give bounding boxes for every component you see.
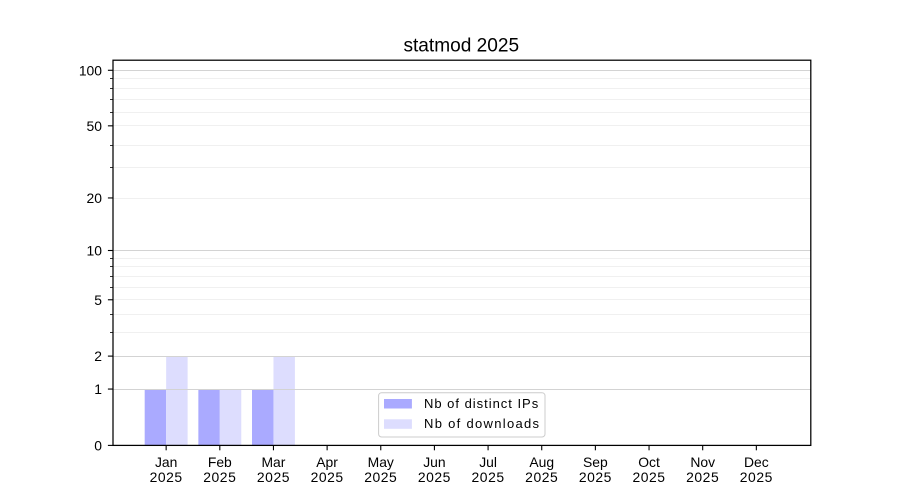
svg-text:Jan: Jan: [155, 454, 177, 470]
svg-text:Aug: Aug: [529, 454, 554, 470]
svg-text:Nb of downloads: Nb of downloads: [424, 416, 540, 431]
svg-text:2025: 2025: [311, 469, 344, 485]
svg-text:0: 0: [94, 437, 102, 453]
svg-text:Nov: Nov: [690, 454, 715, 470]
svg-text:Dec: Dec: [744, 454, 769, 470]
svg-text:2025: 2025: [257, 469, 290, 485]
svg-text:2025: 2025: [364, 469, 397, 485]
svg-text:20: 20: [87, 190, 103, 206]
svg-text:2025: 2025: [472, 469, 505, 485]
svg-text:1: 1: [94, 381, 102, 397]
svg-text:10: 10: [87, 242, 103, 258]
svg-text:2025: 2025: [203, 469, 236, 485]
svg-text:Oct: Oct: [638, 454, 660, 470]
svg-text:2025: 2025: [525, 469, 558, 485]
svg-text:2025: 2025: [418, 469, 451, 485]
svg-text:Sep: Sep: [583, 454, 608, 470]
svg-text:Feb: Feb: [208, 454, 232, 470]
svg-text:Apr: Apr: [316, 454, 338, 470]
svg-text:2025: 2025: [686, 469, 719, 485]
svg-text:statmod 2025: statmod 2025: [403, 36, 519, 57]
svg-text:May: May: [368, 454, 394, 470]
svg-text:2025: 2025: [579, 469, 612, 485]
svg-text:2025: 2025: [150, 469, 183, 485]
svg-text:2025: 2025: [740, 469, 773, 485]
svg-text:5: 5: [94, 292, 102, 308]
svg-text:100: 100: [79, 62, 102, 78]
svg-text:Nb of distinct IPs: Nb of distinct IPs: [424, 396, 539, 411]
svg-text:2025: 2025: [632, 469, 665, 485]
svg-text:Mar: Mar: [261, 454, 285, 470]
svg-text:Jul: Jul: [479, 454, 497, 470]
svg-text:Jun: Jun: [423, 454, 445, 470]
svg-text:2: 2: [94, 348, 102, 364]
svg-text:50: 50: [87, 118, 103, 134]
